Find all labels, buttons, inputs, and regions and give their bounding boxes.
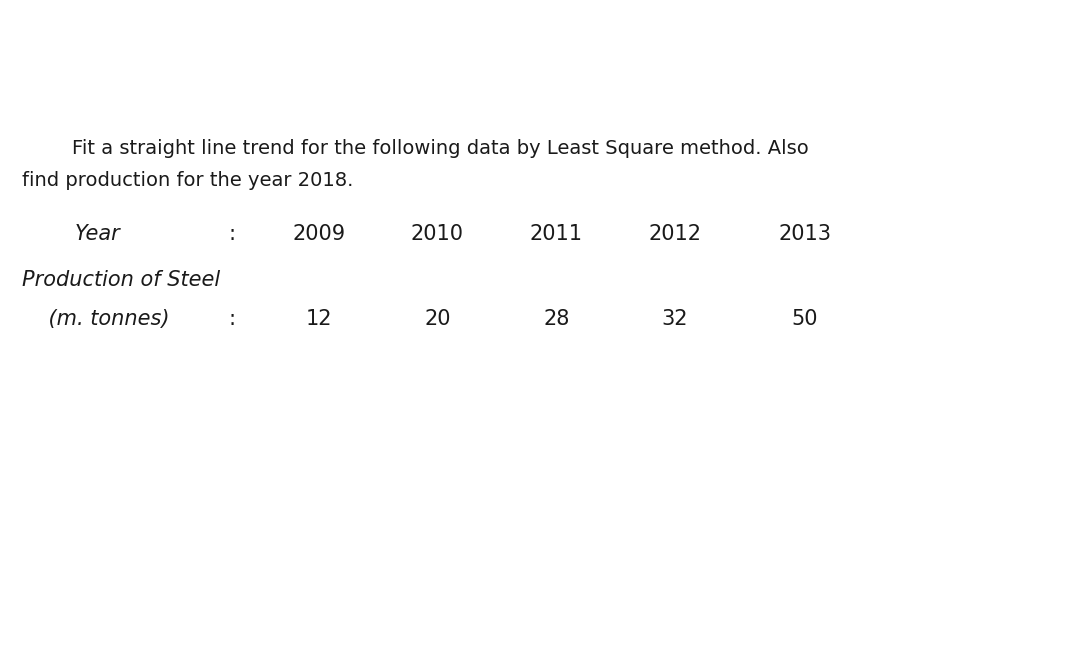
Text: :: :	[229, 309, 235, 329]
Text: 2013: 2013	[778, 224, 832, 243]
Text: 12: 12	[306, 309, 332, 329]
Text: 2010: 2010	[410, 224, 464, 243]
Text: Year: Year	[22, 224, 120, 243]
Text: 2012: 2012	[648, 224, 702, 243]
Text: Production of Steel: Production of Steel	[22, 270, 219, 290]
Text: 28: 28	[543, 309, 569, 329]
Text: find production for the year 2018.: find production for the year 2018.	[22, 172, 353, 190]
Text: 50: 50	[792, 309, 818, 329]
Text: 2009: 2009	[292, 224, 346, 243]
Text: :: :	[229, 224, 235, 243]
Text: 20: 20	[424, 309, 450, 329]
Text: 32: 32	[662, 309, 688, 329]
Text: 2011: 2011	[529, 224, 583, 243]
Text: Fit a straight line trend for the following data by Least Square method. Also: Fit a straight line trend for the follow…	[22, 139, 808, 157]
Text: (m. tonnes): (m. tonnes)	[22, 309, 170, 329]
